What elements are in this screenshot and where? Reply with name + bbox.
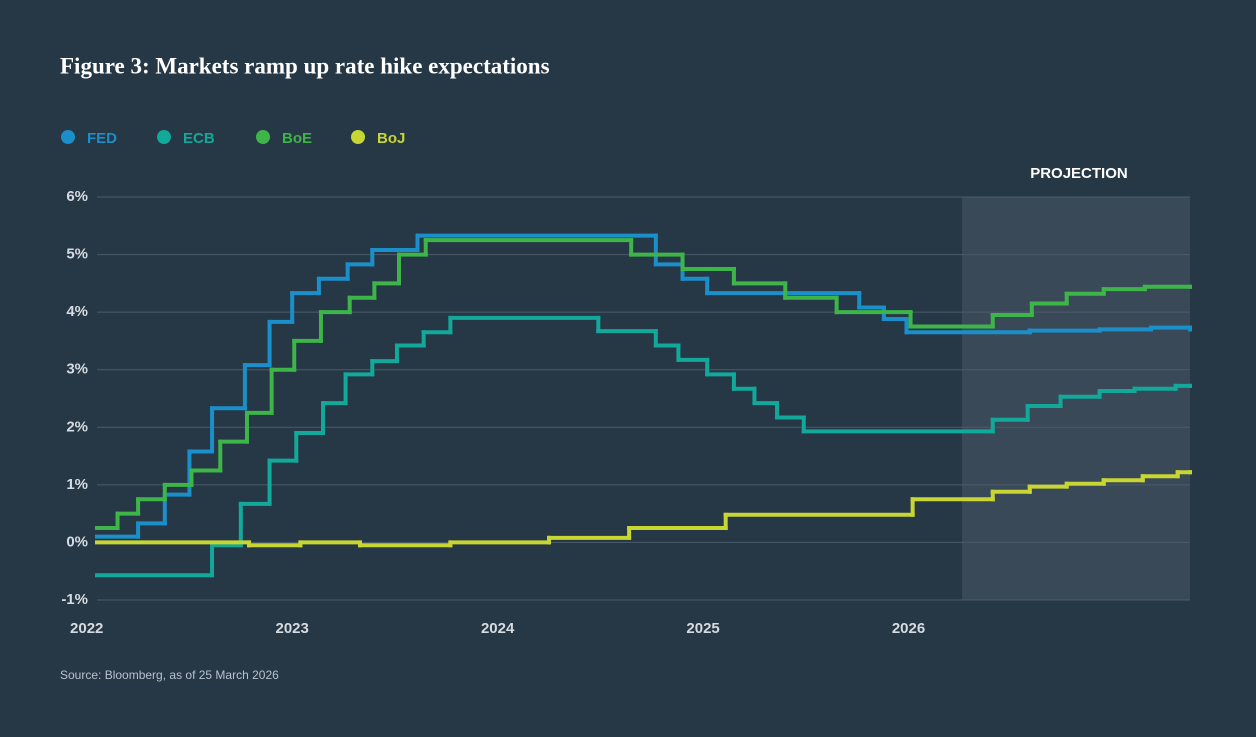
y-tick-label: 0% bbox=[66, 533, 88, 550]
x-tick-label: 2024 bbox=[481, 620, 515, 637]
series-line bbox=[95, 315, 1192, 578]
y-tick-label: 6% bbox=[66, 188, 88, 205]
legend-label: FED bbox=[87, 130, 117, 147]
y-tick-label: 5% bbox=[66, 246, 88, 263]
x-tick-label: 2023 bbox=[275, 620, 308, 637]
line-end bbox=[1188, 284, 1192, 289]
plot-area: PROJECTION -1% 0% 1% 2% 3% 4% 5% 6% 2022 2023 2024 2… bbox=[61, 130, 1192, 637]
x-tick-label: 2022 bbox=[70, 620, 103, 637]
series-line bbox=[95, 238, 1192, 531]
series-line bbox=[95, 233, 1192, 539]
line-end bbox=[1188, 470, 1192, 475]
legend-marker bbox=[61, 130, 75, 144]
y-tick-label: -1% bbox=[61, 591, 88, 608]
legend-marker bbox=[256, 130, 270, 144]
y-tick-label: 1% bbox=[66, 476, 88, 493]
legend-label: BoE bbox=[282, 130, 312, 147]
y-tick-label: 4% bbox=[66, 303, 88, 320]
legend-marker bbox=[351, 130, 365, 144]
y-tick-label: 2% bbox=[66, 418, 88, 435]
chart-title: Figure 3: Markets ramp up rate hike expe… bbox=[60, 53, 550, 78]
series-line bbox=[95, 470, 1192, 548]
line-end bbox=[1188, 327, 1192, 332]
legend-marker bbox=[157, 130, 171, 144]
x-tick-label: 2025 bbox=[686, 620, 719, 637]
line-end bbox=[1188, 383, 1192, 388]
y-tick-label: 3% bbox=[66, 361, 88, 378]
x-tick-label: 2026 bbox=[892, 620, 925, 637]
legend-label: BoJ bbox=[377, 130, 405, 147]
projection-label: PROJECTION bbox=[1030, 165, 1128, 182]
legend-label: ECB bbox=[183, 130, 215, 147]
source-note: Source: Bloomberg, as of 25 March 2026 bbox=[60, 668, 279, 682]
